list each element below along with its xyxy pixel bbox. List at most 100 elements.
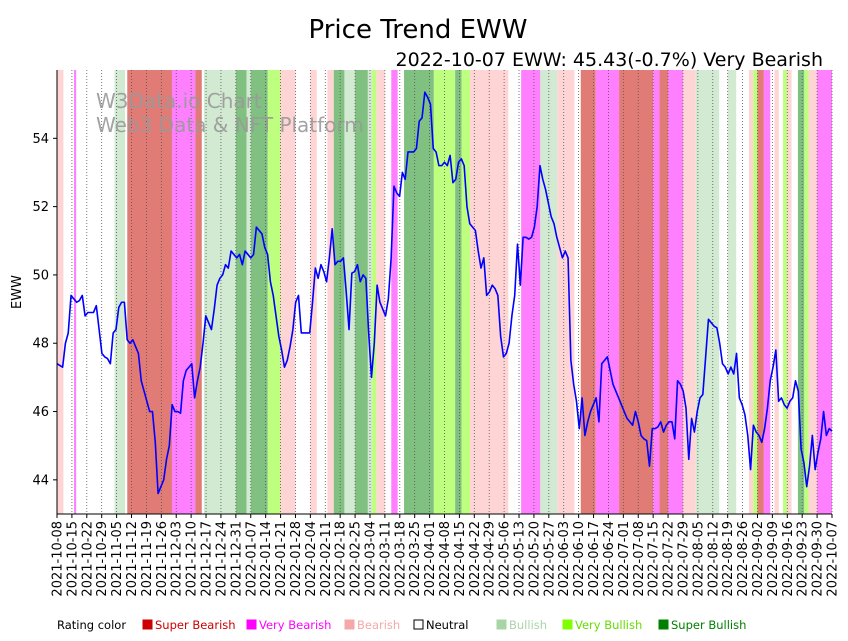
- x-tick-label-47: 2022-09-02: [751, 521, 766, 597]
- x-tick-label-14: 2022-01-14: [259, 521, 274, 597]
- rating-band-2: [114, 70, 126, 514]
- x-tick-label-46: 2022-08-26: [736, 521, 751, 597]
- x-tick-label-45: 2022-08-19: [721, 521, 736, 597]
- x-tick-label-2: 2021-10-22: [80, 521, 95, 597]
- x-tick-label-19: 2022-02-18: [334, 521, 349, 597]
- x-tick-label-0: 2021-10-08: [51, 521, 66, 597]
- rating-band-46: [804, 70, 809, 514]
- x-tick-label-16: 2022-01-28: [289, 521, 304, 597]
- rating-band-36: [695, 70, 720, 514]
- x-tick-label-34: 2022-06-03: [557, 521, 572, 597]
- rating-band-38: [748, 70, 754, 514]
- rating-band-6: [203, 70, 236, 514]
- x-tick-label-51: 2022-09-30: [811, 521, 826, 597]
- x-tick-label-9: 2021-12-10: [185, 521, 200, 597]
- x-tick-label-10: 2021-12-17: [200, 521, 215, 597]
- series-line-0: [56, 91, 833, 495]
- rating-band-0: [57, 70, 64, 514]
- y-tick-label-1: 46: [32, 405, 49, 420]
- rating-band-16: [355, 70, 368, 514]
- x-tick-label-3: 2021-10-29: [95, 521, 110, 597]
- x-tick-label-52: 2022-10-07: [826, 521, 841, 597]
- rating-band-21: [404, 70, 434, 514]
- x-tick-label-15: 2022-01-21: [274, 521, 289, 597]
- x-tick-label-42: 2022-07-29: [676, 521, 691, 597]
- rating-band-5: [195, 70, 202, 514]
- x-tick-label-26: 2022-04-08: [438, 521, 453, 597]
- rating-band-8: [246, 70, 251, 514]
- rating-band-33: [659, 70, 669, 514]
- x-tick-label-5: 2021-11-12: [125, 521, 140, 597]
- x-tick-label-41: 2022-07-22: [662, 521, 677, 597]
- x-tick-label-27: 2022-04-15: [453, 521, 468, 597]
- x-tick-label-1: 2021-10-15: [65, 521, 80, 597]
- x-tick-label-7: 2021-11-26: [155, 521, 170, 597]
- legend-label-super-bullish: Super Bullish: [671, 618, 746, 632]
- rating-band-28: [557, 70, 575, 514]
- legend-swatch-very-bullish: [562, 619, 573, 630]
- x-tick-label-37: 2022-06-24: [602, 521, 617, 597]
- legend-label-super-bearish: Super Bearish: [155, 618, 236, 632]
- legend-swatch-super-bearish: [142, 619, 153, 630]
- rating-band-44: [787, 70, 792, 514]
- rating-band-10: [267, 70, 281, 514]
- y-axis-ticks: 44 46 48 50 52 54: [32, 132, 57, 488]
- x-tick-label-24: 2022-03-25: [408, 521, 423, 597]
- x-tick-label-17: 2022-02-04: [304, 521, 319, 597]
- rating-band-9: [250, 70, 268, 514]
- rating-band-43: [783, 70, 788, 514]
- x-axis-ticks: 2021-10-08 2021-10-15 2021-10-22 2021-10-29…: [51, 514, 841, 597]
- legend-swatch-neutral: [413, 619, 424, 630]
- rating-band-40: [757, 70, 764, 514]
- rating-band-48: [817, 70, 832, 514]
- rating-legend: Rating color Super Bearish Very Bearish Bea…: [57, 618, 746, 632]
- vertical-gridlines: [56, 70, 833, 514]
- rating-band-18: [372, 70, 377, 514]
- rating-band-13: [327, 70, 334, 514]
- x-tick-label-13: 2022-01-07: [244, 521, 259, 597]
- rating-band-23: [455, 70, 462, 514]
- rating-band-31: [619, 70, 654, 514]
- legend-swatch-bullish: [496, 619, 507, 630]
- legend-swatch-bearish: [344, 619, 355, 630]
- legend-swatch-very-bearish: [246, 619, 257, 630]
- x-tick-label-32: 2022-05-20: [527, 521, 542, 597]
- x-tick-label-49: 2022-09-16: [781, 521, 796, 597]
- legend-title: Rating color: [57, 618, 126, 632]
- rating-band-20: [391, 70, 398, 514]
- rating-band-14: [333, 70, 345, 514]
- rating-band-26: [521, 70, 541, 514]
- rating-band-45: [797, 70, 805, 514]
- x-tick-label-12: 2021-12-31: [229, 521, 244, 597]
- x-tick-label-43: 2022-08-05: [691, 521, 706, 597]
- rating-band-4: [171, 70, 196, 514]
- legend-label-very-bullish: Very Bullish: [575, 618, 642, 632]
- legend-label-very-bearish: Very Bearish: [259, 618, 331, 632]
- rating-band-7: [235, 70, 247, 514]
- x-tick-label-18: 2022-02-11: [319, 521, 334, 597]
- rating-band-47: [808, 70, 818, 514]
- y-tick-label-4: 52: [32, 200, 49, 215]
- rating-band-11: [280, 70, 296, 514]
- rating-bands: [57, 70, 832, 514]
- rating-band-42: [774, 70, 779, 514]
- x-tick-label-36: 2022-06-17: [587, 521, 602, 597]
- legend-swatch-super-bullish: [658, 619, 669, 630]
- x-tick-label-22: 2022-03-11: [378, 521, 393, 597]
- x-tick-label-48: 2022-09-09: [766, 521, 781, 597]
- x-tick-label-33: 2022-05-27: [542, 521, 557, 597]
- watermark-line-1: Web3 Data & NFT Platform: [96, 113, 364, 137]
- x-tick-label-50: 2022-09-23: [796, 521, 811, 597]
- x-tick-label-25: 2022-04-01: [423, 521, 438, 597]
- y-tick-label-5: 54: [32, 132, 49, 147]
- chart-subtitle: 2022-10-07 EWW: 45.43(-0.7%) Very Bearis…: [396, 49, 823, 71]
- rating-band-29: [580, 70, 596, 514]
- x-tick-label-29: 2022-04-29: [483, 521, 498, 597]
- y-tick-label-3: 50: [32, 268, 49, 283]
- rating-band-30: [595, 70, 620, 514]
- rating-band-35: [682, 70, 696, 514]
- x-tick-label-40: 2022-07-15: [647, 521, 662, 597]
- rating-band-3: [127, 70, 172, 514]
- x-tick-label-30: 2022-05-06: [498, 521, 513, 597]
